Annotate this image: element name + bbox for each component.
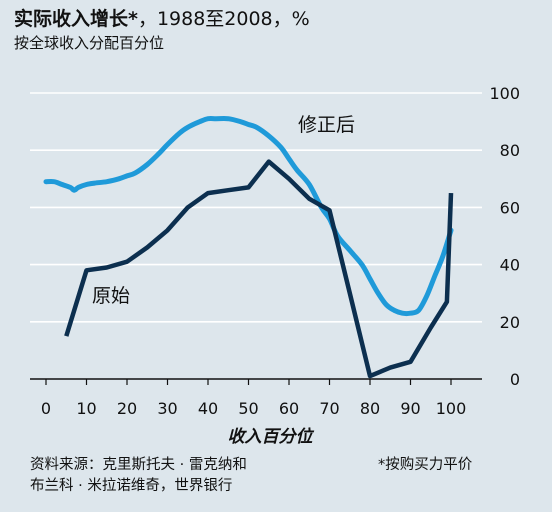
footnote: *按购买力平价 xyxy=(378,457,473,473)
x-tick-label: 40 xyxy=(198,399,218,418)
y-tick-label: 60 xyxy=(500,198,520,217)
x-tick-label: 70 xyxy=(319,399,339,418)
x-axis-label: 收入百分位 xyxy=(228,427,315,447)
x-tick-label: 80 xyxy=(360,399,380,418)
y-tick-labels: 0 20 40 60 80 100 xyxy=(489,84,520,389)
x-tick-label: 60 xyxy=(279,399,299,418)
x-tick-label: 0 xyxy=(41,399,51,418)
series-group xyxy=(43,116,454,379)
series-line-adjusted xyxy=(43,116,454,317)
x-tick-label: 10 xyxy=(76,399,96,418)
source-note: 资料来源：克里斯托夫 · 雷克纳和 布兰科 · 米拉诺维奇，世界银行 xyxy=(30,455,247,497)
title-block: 实际收入增长*，1988至2008，% 按全球收入分配百分位 xyxy=(14,6,310,54)
chart-title: 实际收入增长*，1988至2008，% xyxy=(14,6,310,32)
grid xyxy=(30,92,482,385)
x-tick-label: 30 xyxy=(157,399,177,418)
x-tick-label: 50 xyxy=(238,399,258,418)
chart-title-rest: ，1988至2008，% xyxy=(137,8,310,30)
series-annotation: 修正后 xyxy=(298,114,355,136)
x-tick-label: 90 xyxy=(400,399,420,418)
y-tick-label: 40 xyxy=(500,256,520,275)
x-tick-label: 100 xyxy=(436,399,467,418)
y-tick-label: 80 xyxy=(500,141,520,160)
x-tick-labels: 0 10 20 30 40 50 60 70 80 90 100 xyxy=(41,399,466,418)
x-tick-label: 20 xyxy=(117,399,137,418)
series-annotation: 原始 xyxy=(92,285,130,307)
series-line-original xyxy=(64,159,454,379)
y-tick-label: 0 xyxy=(510,370,520,389)
y-tick-label: 100 xyxy=(489,84,520,103)
source-line-1: 资料来源：克里斯托夫 · 雷克纳和 xyxy=(30,457,247,473)
y-tick-label: 20 xyxy=(500,313,520,332)
chart-title-main: 实际收入增长* xyxy=(14,8,138,30)
source-line-2: 布兰科 · 米拉诺维奇，世界银行 xyxy=(30,478,233,494)
chart-subtitle: 按全球收入分配百分位 xyxy=(14,34,165,52)
